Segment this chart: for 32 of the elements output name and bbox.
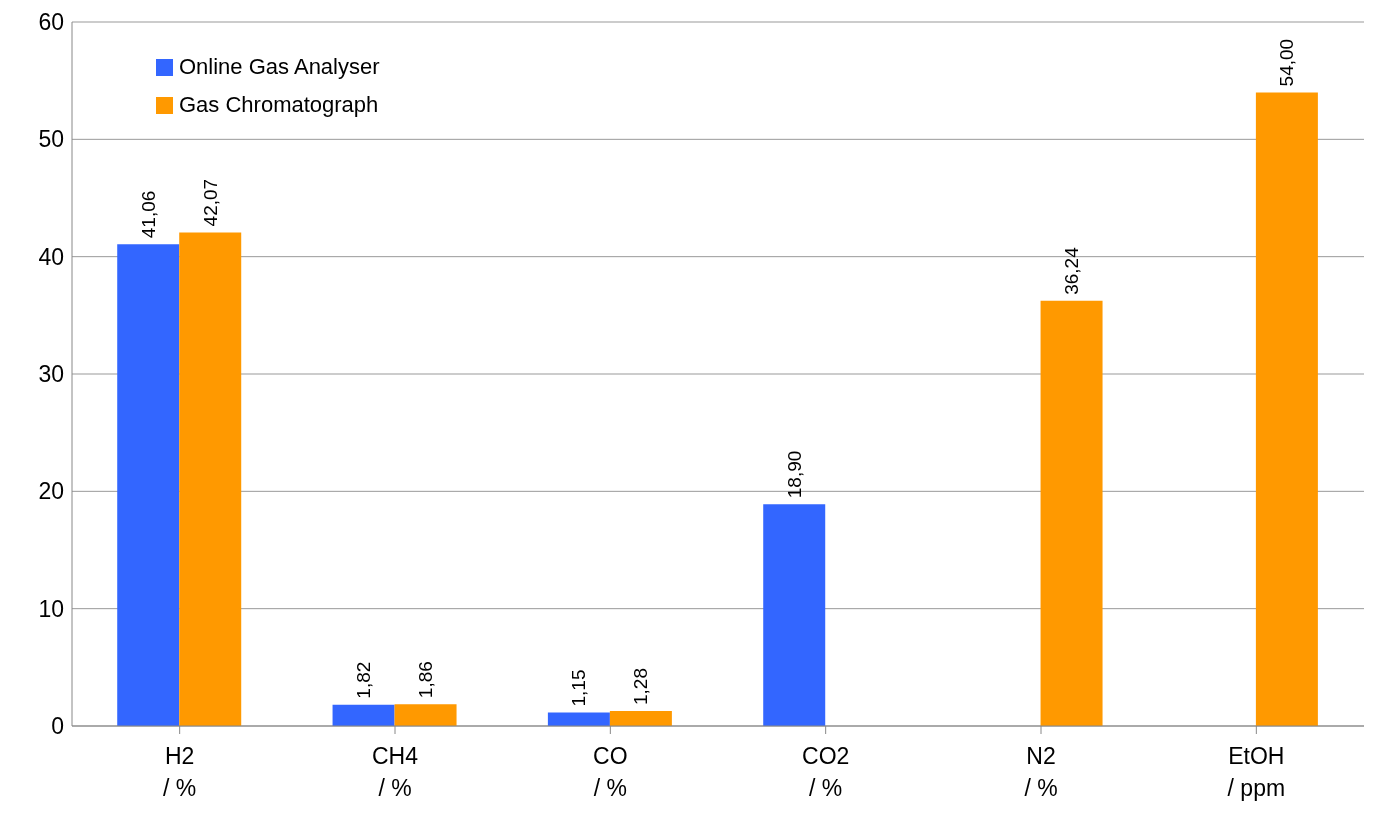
data-label: 18,90 xyxy=(783,450,805,499)
x-tick-label: N2 / % xyxy=(1024,743,1058,801)
data-label: 41,06 xyxy=(137,190,159,239)
y-tick-label: 0 xyxy=(51,713,64,740)
legend-label: Gas Chromatograph xyxy=(179,92,379,118)
x-tick-label: CH4 / % xyxy=(371,743,419,801)
bar xyxy=(609,710,672,726)
data-label: 36,24 xyxy=(1061,246,1083,295)
y-tick-label: 50 xyxy=(38,126,64,153)
bar xyxy=(394,704,457,726)
x-tick-label: H2 / % xyxy=(163,743,197,801)
data-label: 42,07 xyxy=(199,178,221,227)
x-tick-label: EtOH / ppm xyxy=(1227,743,1286,801)
data-label: 1,28 xyxy=(630,668,652,705)
y-tick-label: 10 xyxy=(38,595,64,622)
x-tick-label: CO / % xyxy=(593,743,628,801)
bar xyxy=(332,704,395,726)
bar xyxy=(763,504,826,726)
x-tick-label: CO2 / % xyxy=(802,743,850,801)
data-label: 1,82 xyxy=(353,661,375,699)
y-tick-label: 20 xyxy=(38,478,64,505)
bar xyxy=(117,244,180,726)
data-label: 1,15 xyxy=(568,669,590,707)
y-tick-label: 60 xyxy=(38,9,64,36)
y-tick-label: 30 xyxy=(38,361,64,388)
bar xyxy=(179,232,242,726)
bar xyxy=(1255,92,1318,726)
data-label: 54,00 xyxy=(1276,38,1298,87)
y-tick-label: 40 xyxy=(38,243,64,270)
data-label: 1,86 xyxy=(415,661,437,699)
bar xyxy=(1040,300,1103,726)
legend-label: Online Gas Analyser xyxy=(179,54,380,80)
